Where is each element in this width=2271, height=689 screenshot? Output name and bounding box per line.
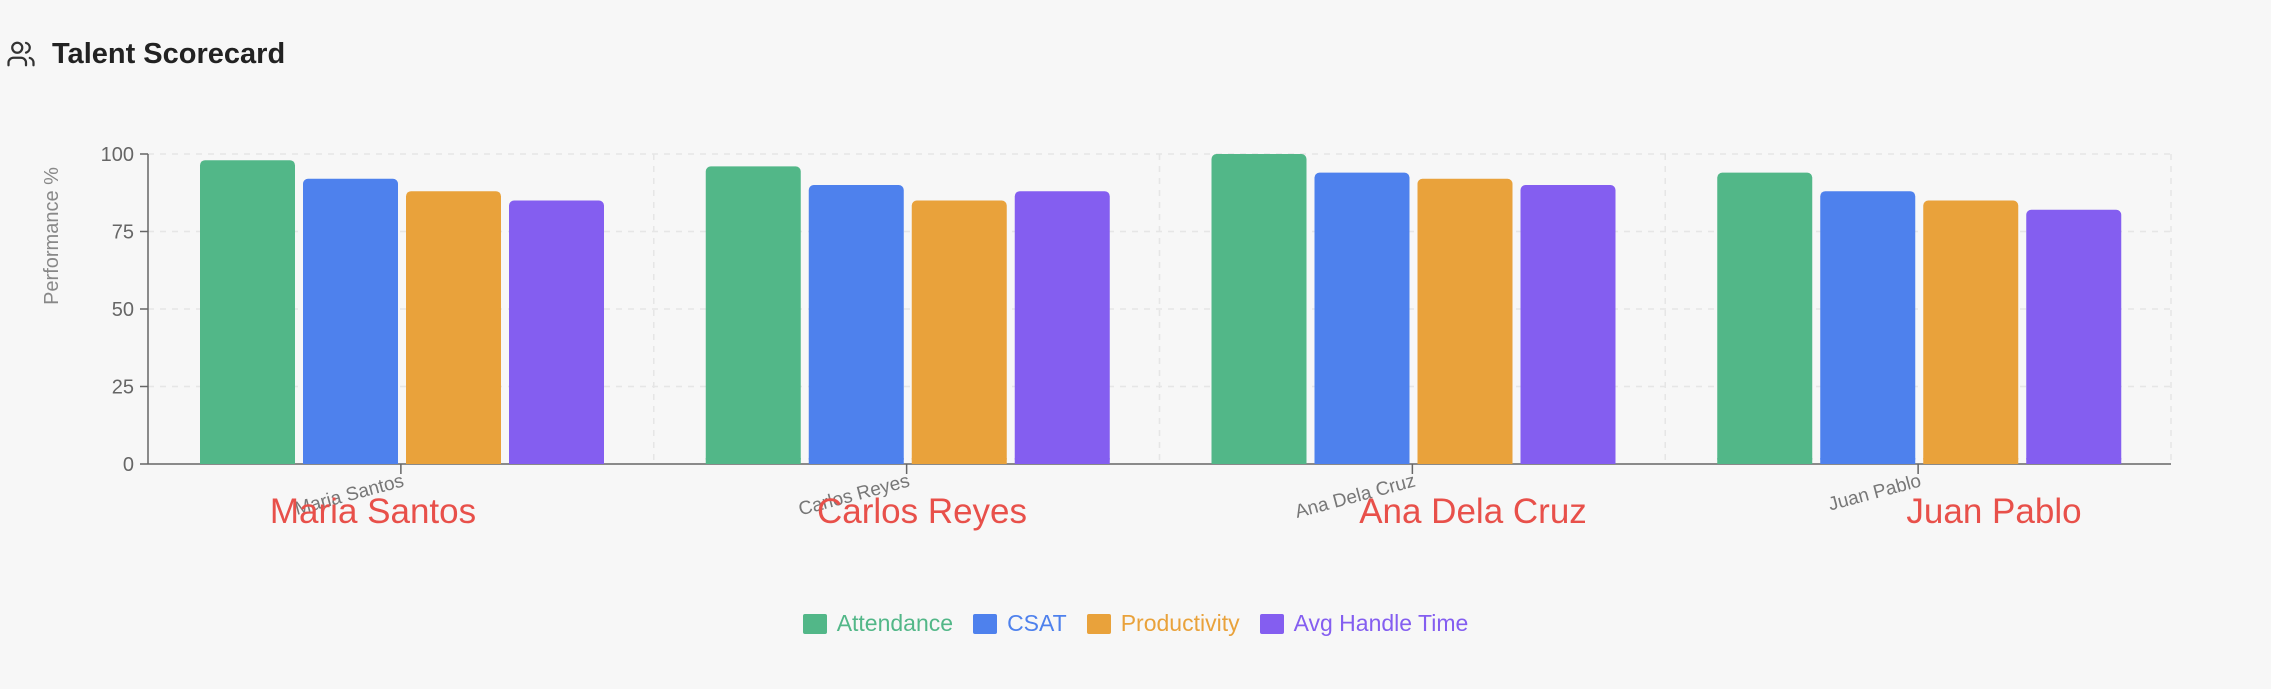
bar-productivity[interactable]: [406, 191, 501, 464]
legend-swatch: [802, 613, 827, 634]
page-title: Talent Scorecard: [52, 37, 286, 70]
bar-attendance[interactable]: [705, 166, 801, 464]
bar-base: [808, 458, 904, 464]
bar-avg-handle-time[interactable]: [1520, 185, 1616, 464]
legend-label: CSAT: [1007, 610, 1067, 636]
legend-swatch: [1086, 613, 1111, 634]
y-tick-label: 25: [112, 377, 134, 399]
bar-avg-handle-time[interactable]: [1014, 191, 1110, 464]
y-tick-label: 100: [101, 144, 134, 166]
bar-base: [1520, 458, 1616, 464]
bar-base: [705, 458, 801, 464]
bar-base: [509, 458, 604, 464]
overlay-category-label: Maria Santos: [270, 492, 476, 531]
bar-csat[interactable]: [303, 178, 398, 465]
bar-avg-handle-time[interactable]: [509, 200, 604, 465]
legend-label: Productivity: [1120, 610, 1240, 636]
bar-base: [1417, 458, 1513, 464]
bar-base: [1314, 458, 1410, 464]
bar-productivity[interactable]: [1417, 178, 1513, 465]
bar-attendance[interactable]: [200, 160, 295, 464]
y-tick-label: 75: [112, 222, 134, 244]
bar-productivity[interactable]: [911, 200, 1007, 465]
bar-base: [2026, 458, 2122, 464]
y-axis-label: Performance %: [41, 167, 63, 305]
y-tick-label: 50: [112, 299, 134, 321]
users-icon: [6, 39, 36, 69]
bar-attendance[interactable]: [1211, 154, 1307, 464]
legend-item[interactable]: Attendance: [802, 610, 954, 637]
legend-item[interactable]: Avg Handle Time: [1259, 610, 1469, 637]
overlay-category-label: Carlos Reyes: [817, 492, 1027, 531]
bar-csat[interactable]: [1820, 191, 1916, 464]
bar-base: [1923, 458, 2019, 464]
labels: 0 25 50 75 100 Maria Santos Carlos Reyes Ana De…: [101, 144, 2082, 531]
bar-attendance[interactable]: [1717, 172, 1813, 464]
bar-base: [911, 458, 1007, 464]
overlay-category-label: Ana Dela Cruz: [1359, 492, 1587, 531]
bar-base: [1820, 458, 1916, 464]
legend-swatch: [1259, 613, 1284, 634]
bar-base: [303, 458, 398, 464]
chart-header: Talent Scorecard: [6, 36, 285, 72]
chart-legend: Attendance CSAT Productivity Avg Handle Tim…: [0, 610, 2271, 637]
bar-base: [200, 458, 295, 464]
bars: [200, 154, 2122, 465]
bar-base: [1717, 458, 1813, 464]
bar-base: [1014, 458, 1110, 464]
legend-swatch: [973, 613, 998, 634]
bar-csat[interactable]: [808, 185, 904, 464]
bar-productivity[interactable]: [1923, 200, 2019, 465]
legend-item[interactable]: Productivity: [1086, 610, 1240, 637]
legend-label: Attendance: [836, 610, 954, 636]
legend-item[interactable]: CSAT: [973, 610, 1067, 637]
legend-label: Avg Handle Time: [1293, 610, 1469, 636]
bar-base: [406, 458, 501, 464]
bar-avg-handle-time[interactable]: [2026, 209, 2122, 464]
y-tick-label: 0: [123, 454, 134, 476]
overlay-category-label: Juan Pablo: [1906, 492, 2081, 531]
bar-csat[interactable]: [1314, 172, 1410, 464]
bar-base: [1211, 458, 1307, 464]
bar-chart: 0 25 50 75 100 Maria Santos Carlos Reyes Ana De…: [41, 144, 2172, 531]
